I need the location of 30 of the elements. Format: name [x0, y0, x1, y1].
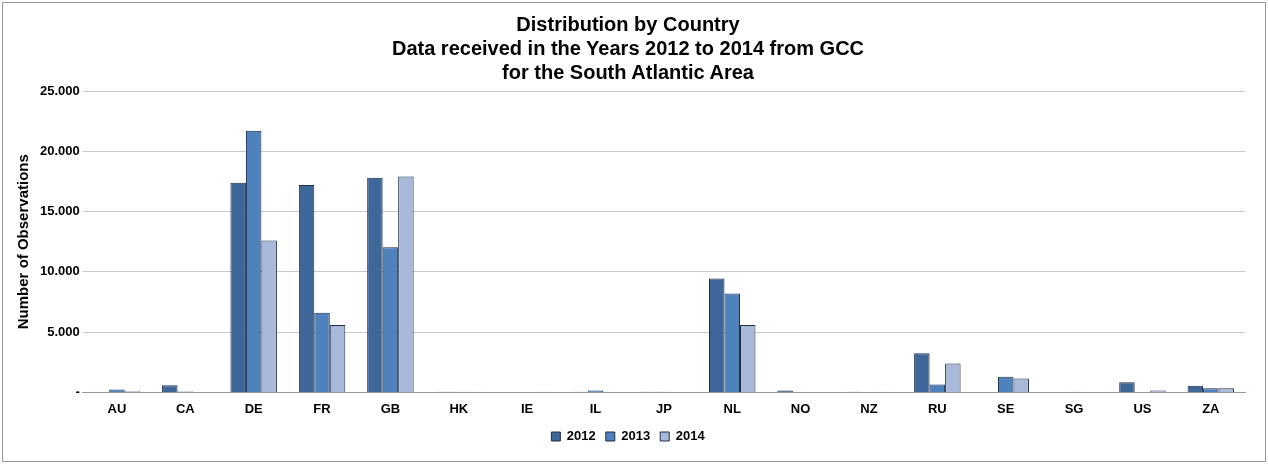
x-tick-label: GB	[380, 400, 401, 416]
y-tick-label: 5.000	[47, 323, 80, 339]
x-tick-label: IL	[589, 400, 602, 416]
x-tick-label: HK	[449, 400, 469, 416]
y-tick-label: 20.000	[40, 142, 80, 158]
x-tick-label: RU	[927, 400, 947, 416]
x-tick-label: NZ	[860, 400, 878, 416]
x-tick-label: NL	[723, 400, 741, 416]
x-tick-label: AU	[107, 400, 127, 416]
y-tick-label: -	[75, 383, 80, 399]
y-tick-label: 10.000	[40, 263, 80, 279]
legend-label: 2013	[621, 428, 651, 444]
x-tick-label: SG	[1064, 400, 1084, 416]
x-tick-label: DE	[244, 400, 264, 416]
legend-label: 2014	[675, 428, 706, 444]
x-tick-label: JP	[655, 400, 673, 416]
text: for the South Atlantic Area	[502, 60, 754, 83]
y-tick-label: 25.000	[40, 82, 80, 98]
y-tick-label: 15.000	[40, 203, 80, 219]
y-axis-title: Number of Observations	[14, 154, 32, 330]
x-tick-label: CA	[175, 400, 196, 416]
legend-label: 2012	[566, 428, 596, 444]
x-tick-label: ZA	[1202, 400, 1221, 416]
text: Distribution by Country	[516, 12, 740, 35]
text: Data received in the Years 2012 to 2014 from GCC	[391, 36, 865, 59]
x-tick-label: IE	[521, 400, 534, 416]
x-tick-label: US	[1133, 400, 1152, 416]
x-tick-label: FR	[313, 400, 332, 416]
x-tick-label: SE	[997, 400, 1015, 416]
x-tick-label: NO	[790, 400, 811, 416]
